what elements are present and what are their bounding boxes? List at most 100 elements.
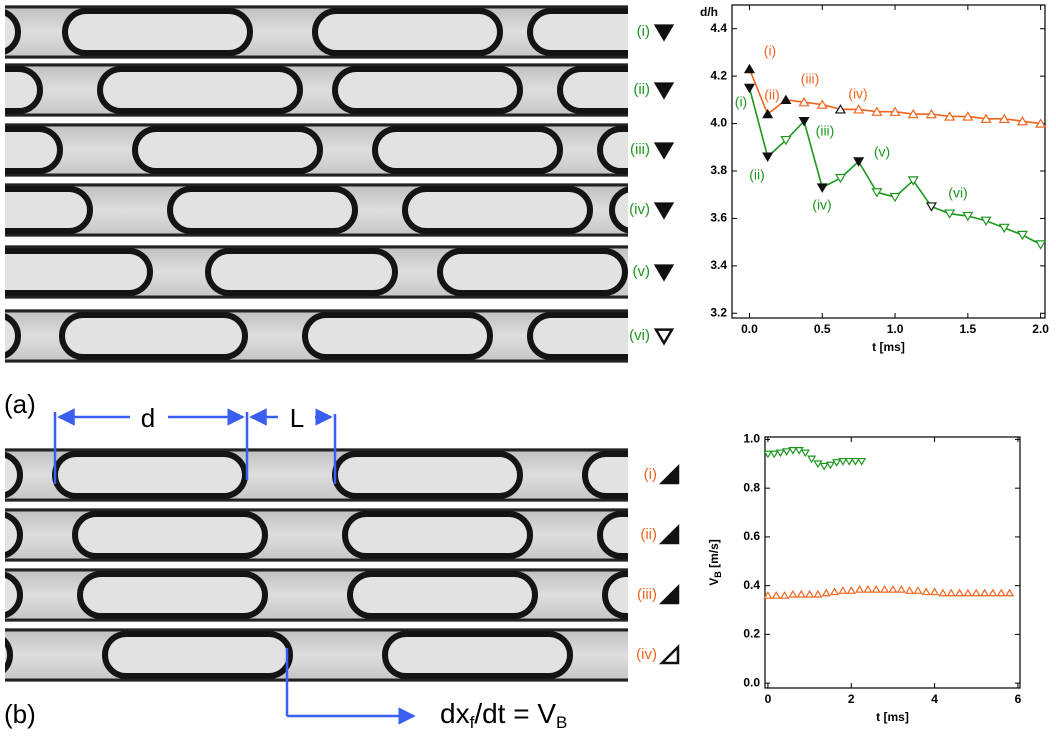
y-tick-label: 0.4 bbox=[743, 578, 760, 592]
strip bbox=[5, 508, 628, 562]
bubble bbox=[52, 451, 248, 499]
bubble bbox=[167, 186, 358, 234]
bubble bbox=[5, 66, 43, 114]
bubble bbox=[5, 126, 63, 174]
data-point bbox=[805, 589, 815, 598]
y-tick-label: 0.6 bbox=[743, 529, 760, 543]
bubble bbox=[302, 312, 493, 360]
data-point bbox=[807, 455, 817, 464]
x-tick-label: 0.5 bbox=[814, 322, 831, 336]
bubble bbox=[597, 126, 628, 174]
y-tick-label: 0.2 bbox=[743, 627, 760, 641]
strip bbox=[5, 123, 628, 177]
row-marker bbox=[653, 142, 675, 160]
annotation: (ii) bbox=[764, 87, 780, 103]
data-point bbox=[800, 449, 810, 458]
data-point bbox=[998, 113, 1010, 124]
row-label: (iv) bbox=[636, 646, 657, 663]
data-point bbox=[850, 457, 860, 466]
bubble bbox=[557, 66, 628, 114]
y-tick-label: 0.8 bbox=[743, 480, 760, 494]
data-point bbox=[762, 152, 774, 162]
bubble bbox=[97, 66, 303, 114]
annotation: (iv) bbox=[848, 86, 867, 102]
x-tick-label: 2 bbox=[848, 692, 855, 706]
data-point bbox=[907, 108, 919, 119]
data-point bbox=[946, 588, 956, 597]
x-tick-label: 0.0 bbox=[741, 322, 758, 336]
bubble bbox=[527, 312, 628, 360]
strip bbox=[5, 448, 628, 502]
x-tick-label: 1.5 bbox=[959, 322, 976, 336]
y-tick-label: 4.0 bbox=[710, 116, 727, 130]
data-point bbox=[838, 586, 848, 594]
row-marker bbox=[653, 264, 675, 282]
data-point bbox=[871, 584, 881, 593]
data-point bbox=[780, 591, 790, 599]
x-tick-label: 6 bbox=[1015, 692, 1022, 706]
row-label: (i) bbox=[637, 23, 650, 40]
row-marker bbox=[658, 643, 680, 665]
row-label: (vi) bbox=[629, 327, 650, 344]
data-point bbox=[880, 584, 890, 593]
bubble bbox=[332, 66, 523, 114]
data-point bbox=[930, 587, 940, 596]
row-marker bbox=[653, 202, 675, 220]
row-label: (i) bbox=[644, 466, 657, 483]
bubble bbox=[5, 571, 23, 619]
strip bbox=[5, 568, 628, 622]
data-point bbox=[889, 106, 901, 116]
data-point bbox=[980, 113, 992, 124]
bubble bbox=[5, 313, 21, 359]
bubble bbox=[609, 186, 628, 234]
data-point bbox=[763, 450, 773, 459]
y-axis-label: d/h bbox=[700, 5, 718, 19]
row-label: (ii) bbox=[640, 526, 657, 543]
data-point bbox=[798, 116, 810, 127]
row-label: (v) bbox=[633, 263, 651, 280]
row-label: (iii) bbox=[637, 586, 657, 603]
bubble bbox=[205, 248, 398, 296]
y-axis-label-part: B bbox=[713, 571, 723, 578]
data-point bbox=[921, 587, 931, 596]
strip bbox=[5, 183, 628, 237]
data-point bbox=[925, 108, 937, 119]
annotation: (vi) bbox=[948, 185, 967, 201]
data-point bbox=[853, 157, 865, 167]
bubble bbox=[527, 8, 628, 56]
data-point bbox=[980, 588, 990, 597]
x-tick-label: 4 bbox=[931, 692, 938, 706]
panel-label: (b) bbox=[4, 699, 36, 729]
y-axis-label-part: [m/s] bbox=[707, 539, 721, 571]
bubble bbox=[402, 186, 593, 234]
bubble bbox=[5, 637, 13, 673]
bubble bbox=[342, 511, 533, 559]
row-marker bbox=[658, 523, 680, 545]
plot-frame bbox=[731, 4, 1046, 319]
bubble bbox=[102, 631, 293, 679]
data-point bbox=[825, 461, 835, 470]
panel-label: (a) bbox=[4, 389, 36, 419]
bubble bbox=[372, 126, 563, 174]
y-tick-label: 3.8 bbox=[710, 163, 727, 177]
bubble bbox=[132, 126, 323, 174]
x-axis-label: t [ms] bbox=[872, 340, 905, 354]
data-point bbox=[1005, 588, 1015, 597]
data-point bbox=[846, 586, 856, 594]
bubble bbox=[5, 9, 21, 55]
data-point bbox=[907, 176, 919, 186]
data-point bbox=[998, 223, 1010, 234]
y-tick-label: 4.4 bbox=[710, 21, 727, 35]
data-point bbox=[962, 111, 974, 121]
dimension-label: d bbox=[141, 403, 155, 433]
data-point bbox=[798, 96, 810, 107]
data-point bbox=[853, 104, 865, 114]
bubble bbox=[582, 451, 628, 499]
data-point bbox=[763, 591, 773, 599]
annotation: (v) bbox=[874, 144, 890, 160]
data-point bbox=[889, 192, 901, 203]
bubble bbox=[437, 248, 628, 296]
y-tick-label: 3.2 bbox=[710, 305, 727, 319]
data-point bbox=[963, 588, 973, 597]
